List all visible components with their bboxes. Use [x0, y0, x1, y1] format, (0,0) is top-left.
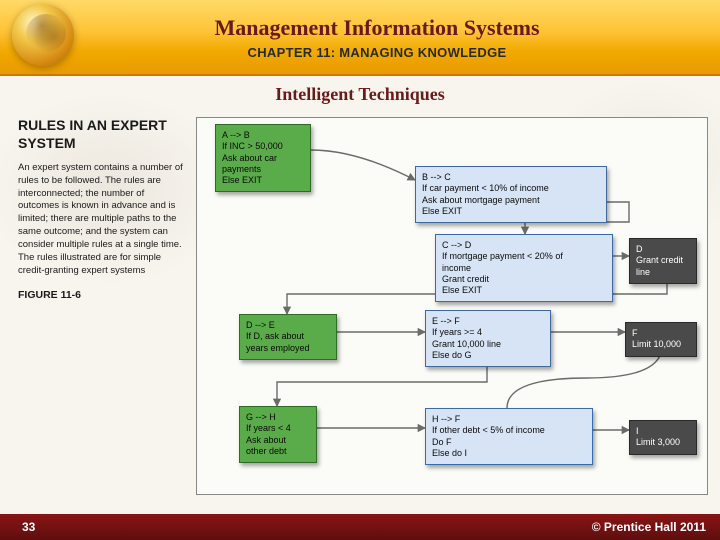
- node-b: B --> C If car payment < 10% of income A…: [415, 166, 607, 223]
- content-area: RULES IN AN EXPERT SYSTEM An expert syst…: [0, 111, 720, 495]
- subtitle-bar: Intelligent Techniques: [0, 76, 720, 111]
- figure-label: FIGURE 11-6: [18, 289, 188, 301]
- chapter-label: CHAPTER 11: MANAGING KNOWLEDGE: [74, 45, 680, 60]
- copyright: © Prentice Hall 2011: [592, 520, 706, 534]
- rules-description: An expert system contains a number of ru…: [18, 162, 188, 277]
- node-i: I Limit 3,000: [629, 420, 697, 455]
- slide-header: Management Information Systems CHAPTER 1…: [0, 0, 720, 76]
- header-text: Management Information Systems CHAPTER 1…: [74, 15, 720, 60]
- node-e: E --> F If years >= 4 Grant 10,000 line …: [425, 310, 551, 367]
- node-g: G --> H If years < 4 Ask about other deb…: [239, 406, 317, 463]
- sidebar-text: RULES IN AN EXPERT SYSTEM An expert syst…: [18, 117, 188, 495]
- course-title: Management Information Systems: [74, 15, 680, 41]
- slide-footer: 33 © Prentice Hall 2011: [0, 514, 720, 540]
- rules-flowchart: A --> B If INC > 50,000 Ask about car pa…: [196, 117, 708, 495]
- node-h: H --> F If other debt < 5% of income Do …: [425, 408, 593, 465]
- rules-heading: RULES IN AN EXPERT SYSTEM: [18, 117, 188, 152]
- node-de: D --> E If D, ask about years employed: [239, 314, 337, 360]
- globe-icon: [12, 4, 74, 66]
- node-a: A --> B If INC > 50,000 Ask about car pa…: [215, 124, 311, 192]
- node-d: D Grant credit line: [629, 238, 697, 284]
- node-f: F Limit 10,000: [625, 322, 697, 357]
- slide-subtitle: Intelligent Techniques: [0, 84, 720, 105]
- node-c: C --> D If mortgage payment < 20% of inc…: [435, 234, 613, 302]
- page-number: 33: [22, 520, 35, 534]
